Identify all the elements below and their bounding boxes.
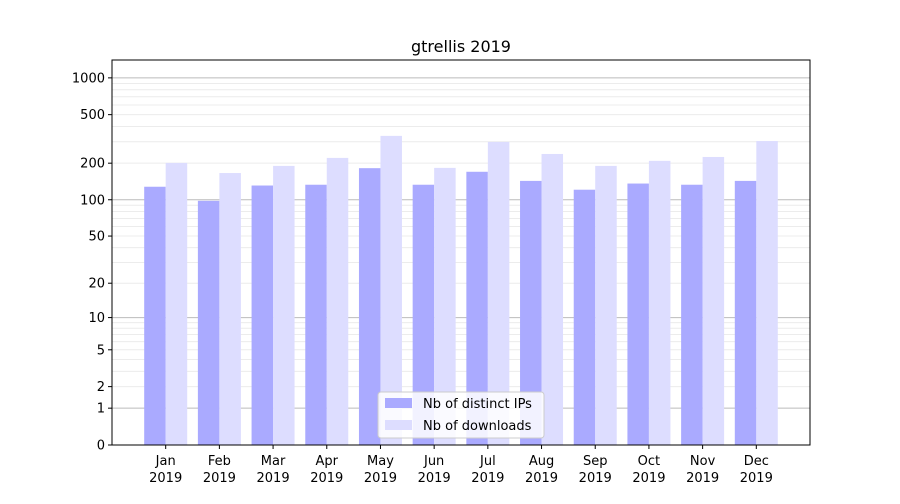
- y-tick-label: 200: [80, 157, 105, 172]
- x-tick-label-month: Jun: [423, 454, 444, 469]
- x-axis: Jan 2019 Feb 2019 Mar 2019 Apr 2019 May 2019 Jun 20…: [149, 445, 773, 486]
- bar-distinct-ips: [466, 171, 488, 446]
- x-tick-label-year: 2019: [740, 471, 773, 486]
- bar-distinct-ips: [520, 180, 542, 446]
- bar-downloads: [541, 153, 564, 445]
- x-tick-label-year: 2019: [686, 471, 719, 486]
- legend-label-ips: Nb of distinct IPs: [423, 397, 532, 412]
- bars: [144, 135, 778, 446]
- legend-swatch-ips: [385, 398, 412, 408]
- bar-distinct-ips: [412, 184, 435, 445]
- legend: Nb of distinct IPs Nb of downloads: [377, 391, 545, 439]
- bar-downloads: [326, 157, 349, 446]
- bar-distinct-ips: [627, 183, 649, 445]
- x-tick-label-year: 2019: [418, 471, 451, 486]
- x-tick-label-month: Nov: [690, 454, 716, 469]
- x-tick-label-year: 2019: [579, 471, 612, 486]
- bar-distinct-ips: [358, 168, 381, 446]
- x-tick-label-year: 2019: [310, 471, 343, 486]
- x-tick-label-month: Dec: [744, 454, 769, 469]
- x-tick-label-month: Feb: [208, 454, 231, 469]
- y-tick-label: 50: [88, 230, 105, 245]
- bar-downloads: [756, 141, 778, 445]
- x-tick-label-month: Sep: [583, 454, 608, 469]
- x-tick-label-year: 2019: [632, 471, 665, 486]
- y-tick-label: 5: [97, 343, 105, 358]
- y-tick-label: 0: [97, 439, 105, 454]
- x-tick-label-year: 2019: [149, 471, 182, 486]
- y-tick-label: 500: [80, 108, 105, 123]
- legend-swatch-downloads: [385, 420, 412, 430]
- legend-box: [377, 391, 545, 439]
- bar-distinct-ips: [197, 200, 220, 445]
- legend-label-downloads: Nb of downloads: [423, 419, 532, 434]
- x-tick-label-year: 2019: [257, 471, 290, 486]
- bar-distinct-ips: [251, 185, 274, 446]
- y-tick-label: 2: [97, 380, 105, 395]
- bar-distinct-ips: [144, 186, 166, 445]
- x-tick-label-year: 2019: [471, 471, 504, 486]
- x-tick-label-year: 2019: [364, 471, 397, 486]
- y-tick-label: 1: [97, 402, 105, 417]
- y-tick-label: 20: [88, 277, 105, 292]
- plot-frame: [111, 59, 811, 446]
- bar-downloads: [434, 167, 456, 445]
- bar-distinct-ips: [573, 189, 596, 445]
- x-tick-label-month: Mar: [261, 454, 286, 469]
- bar-downloads: [165, 162, 188, 445]
- x-tick-label-month: Jul: [479, 454, 496, 469]
- x-tick-label-month: Oct: [638, 454, 660, 469]
- x-tick-label-year: 2019: [203, 471, 236, 486]
- x-tick-label-month: May: [367, 454, 394, 469]
- y-tick-label: 10: [88, 311, 105, 326]
- y-axis: 0 1 2 5 10 20 50 100 200 500 1000: [72, 71, 112, 454]
- y-tick-label: 1000: [72, 71, 105, 86]
- y-tick-label: 100: [80, 193, 105, 208]
- x-tick-label-month: Apr: [316, 454, 339, 469]
- bar-downloads: [487, 141, 510, 445]
- bar-downloads: [648, 160, 671, 445]
- bar-distinct-ips: [681, 184, 703, 445]
- bar-distinct-ips: [734, 180, 757, 446]
- chart-title: gtrellis 2019: [411, 37, 511, 56]
- bar-downloads: [595, 165, 617, 446]
- bar-downloads: [219, 173, 241, 446]
- x-tick-label-month: Aug: [529, 454, 554, 469]
- x-tick-label-year: 2019: [525, 471, 558, 486]
- bar-downloads: [702, 156, 725, 445]
- bar-distinct-ips: [305, 184, 327, 445]
- bar-downloads: [380, 135, 402, 445]
- bar-downloads: [273, 165, 295, 446]
- x-tick-label-month: Jan: [155, 454, 176, 469]
